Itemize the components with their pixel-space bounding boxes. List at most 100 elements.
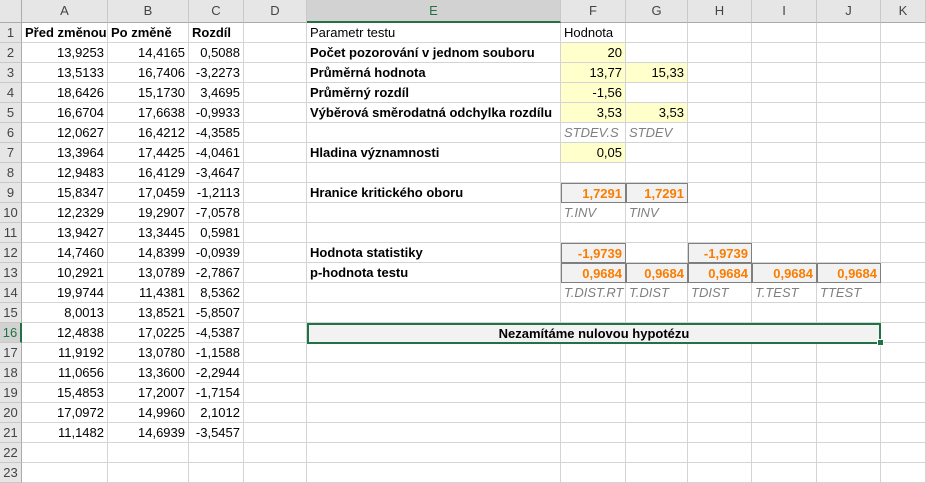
row-header-16[interactable]: 16 <box>0 323 22 343</box>
table-cell[interactable]: -3,5457 <box>189 423 244 443</box>
grid-cell[interactable] <box>817 163 881 183</box>
function-note[interactable]: T.DIST <box>626 283 688 303</box>
grid-cell[interactable] <box>626 83 688 103</box>
grid-cell[interactable] <box>752 243 817 263</box>
grid-cell[interactable] <box>752 463 817 483</box>
table-header[interactable]: Rozdíl <box>189 23 244 43</box>
grid-cell[interactable] <box>881 383 926 403</box>
grid-cell[interactable] <box>244 23 307 43</box>
grid-cell[interactable] <box>817 23 881 43</box>
grid-cell[interactable] <box>626 143 688 163</box>
grid-cell[interactable] <box>688 443 752 463</box>
table-cell[interactable]: 15,8347 <box>22 183 108 203</box>
grid-cell[interactable] <box>817 383 881 403</box>
table-cell[interactable]: -4,3585 <box>189 123 244 143</box>
table-cell[interactable]: 16,6704 <box>22 103 108 123</box>
grid-cell[interactable] <box>244 283 307 303</box>
param-value[interactable]: 3,53 <box>561 103 626 123</box>
table-cell[interactable]: 14,9960 <box>108 403 189 423</box>
table-cell[interactable]: 13,0780 <box>108 343 189 363</box>
param-label[interactable]: p-hodnota testu <box>307 263 561 283</box>
column-header-e[interactable]: E <box>307 0 561 23</box>
grid-cell[interactable] <box>881 303 926 323</box>
table-cell[interactable]: -3,4647 <box>189 163 244 183</box>
row-header-22[interactable]: 22 <box>0 443 22 463</box>
column-header-h[interactable]: H <box>688 0 752 23</box>
grid-cell[interactable] <box>307 203 561 223</box>
table-cell[interactable]: 10,2921 <box>22 263 108 283</box>
param-label[interactable]: Průměrná hodnota <box>307 63 561 83</box>
grid-cell[interactable] <box>817 63 881 83</box>
row-header-8[interactable]: 8 <box>0 163 22 183</box>
grid-cell[interactable] <box>561 463 626 483</box>
table-cell[interactable]: -1,1588 <box>189 343 244 363</box>
param-value[interactable]: -1,56 <box>561 83 626 103</box>
table-cell[interactable]: 11,1482 <box>22 423 108 443</box>
grid-cell[interactable] <box>22 443 108 463</box>
grid-cell[interactable] <box>307 403 561 423</box>
param-label[interactable]: Hladina významnosti <box>307 143 561 163</box>
grid-cell[interactable] <box>688 383 752 403</box>
grid-cell[interactable] <box>817 43 881 63</box>
grid-cell[interactable] <box>307 163 561 183</box>
table-cell[interactable]: 0,5088 <box>189 43 244 63</box>
table-cell[interactable]: 12,4838 <box>22 323 108 343</box>
row-header-6[interactable]: 6 <box>0 123 22 143</box>
grid-cell[interactable] <box>881 103 926 123</box>
grid-cell[interactable] <box>244 223 307 243</box>
table-cell[interactable]: 13,9253 <box>22 43 108 63</box>
row-header-7[interactable]: 7 <box>0 143 22 163</box>
grid-cell[interactable] <box>244 143 307 163</box>
grid-cell[interactable] <box>752 23 817 43</box>
grid-cell[interactable] <box>244 83 307 103</box>
grid-cell[interactable] <box>244 343 307 363</box>
grid-cell[interactable] <box>817 243 881 263</box>
row-header-21[interactable]: 21 <box>0 423 22 443</box>
table-cell[interactable]: 0,5981 <box>189 223 244 243</box>
calculated-value[interactable]: 0,9684 <box>561 263 626 283</box>
grid-cell[interactable] <box>626 223 688 243</box>
grid-cell[interactable] <box>881 443 926 463</box>
grid-cell[interactable] <box>817 103 881 123</box>
grid-cell[interactable] <box>108 443 189 463</box>
grid-cell[interactable] <box>688 463 752 483</box>
grid-cell[interactable] <box>561 423 626 443</box>
param-label[interactable]: Hranice kritického oboru <box>307 183 561 203</box>
param-header-value[interactable]: Hodnota <box>561 23 626 43</box>
table-cell[interactable]: 14,8399 <box>108 243 189 263</box>
function-note[interactable]: STDEV <box>626 123 688 143</box>
grid-cell[interactable] <box>244 43 307 63</box>
grid-cell[interactable] <box>307 303 561 323</box>
table-header[interactable]: Před změnou <box>22 23 108 43</box>
grid-cell[interactable] <box>817 203 881 223</box>
table-cell[interactable]: 17,0972 <box>22 403 108 423</box>
table-cell[interactable]: 14,6939 <box>108 423 189 443</box>
table-cell[interactable]: 19,9744 <box>22 283 108 303</box>
grid-cell[interactable] <box>307 123 561 143</box>
row-header-2[interactable]: 2 <box>0 43 22 63</box>
grid-cell[interactable] <box>688 63 752 83</box>
param-value[interactable]: 13,77 <box>561 63 626 83</box>
grid-cell[interactable] <box>881 363 926 383</box>
table-cell[interactable]: 16,4212 <box>108 123 189 143</box>
table-cell[interactable]: 17,4425 <box>108 143 189 163</box>
grid-cell[interactable] <box>688 343 752 363</box>
table-cell[interactable]: 11,9192 <box>22 343 108 363</box>
grid-cell[interactable] <box>752 83 817 103</box>
table-cell[interactable]: 12,0627 <box>22 123 108 143</box>
grid-cell[interactable] <box>817 363 881 383</box>
column-header-i[interactable]: I <box>752 0 817 23</box>
select-all-corner[interactable] <box>0 0 22 23</box>
grid-cell[interactable] <box>307 383 561 403</box>
param-label[interactable]: Hodnota statistiky <box>307 243 561 263</box>
table-cell[interactable]: 17,6638 <box>108 103 189 123</box>
calculated-value[interactable]: 0,9684 <box>626 263 688 283</box>
grid-cell[interactable] <box>752 363 817 383</box>
table-cell[interactable]: 13,9427 <box>22 223 108 243</box>
grid-cell[interactable] <box>817 443 881 463</box>
grid-cell[interactable] <box>817 423 881 443</box>
grid-cell[interactable] <box>307 423 561 443</box>
row-header-15[interactable]: 15 <box>0 303 22 323</box>
grid-cell[interactable] <box>244 123 307 143</box>
table-cell[interactable]: 17,0225 <box>108 323 189 343</box>
